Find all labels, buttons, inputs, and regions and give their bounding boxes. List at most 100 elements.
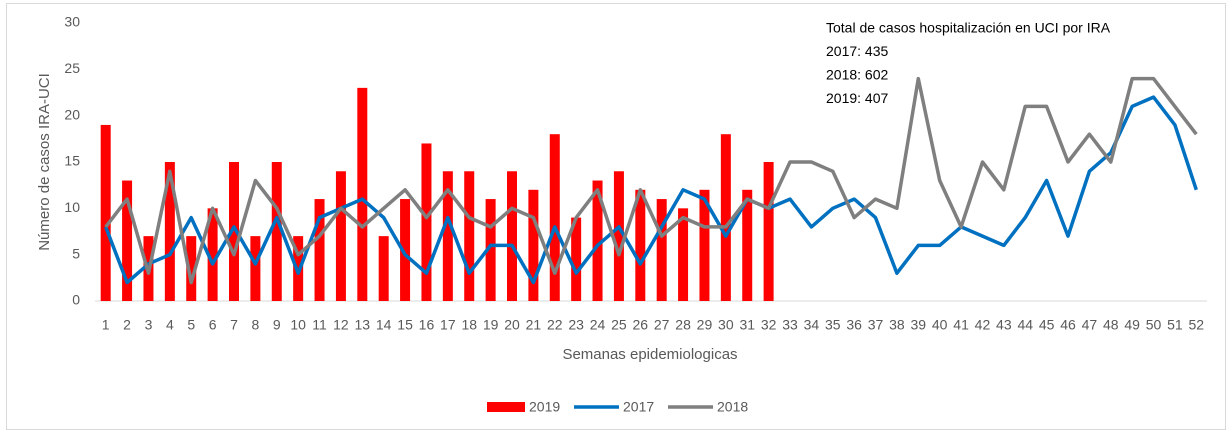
bar (549, 134, 560, 301)
y-tick-label: 15 (64, 153, 80, 169)
x-tick-label: 10 (290, 317, 306, 333)
x-tick-label: 2 (123, 317, 131, 333)
x-tick-label: 9 (273, 317, 281, 333)
bar (763, 162, 774, 301)
x-tick-label: 43 (996, 317, 1012, 333)
x-tick-label: 4 (166, 317, 174, 333)
x-tick-label: 3 (145, 317, 153, 333)
bar (207, 208, 218, 301)
x-tick-label: 42 (975, 317, 991, 333)
bar (100, 124, 111, 301)
bar (656, 199, 667, 301)
annotation: 2018: 602 (826, 67, 888, 83)
x-axis-title: Semanas epidemiologicas (562, 346, 737, 363)
x-tick-label: 19 (483, 317, 499, 333)
x-tick-label: 52 (1189, 317, 1205, 333)
bar (314, 199, 325, 301)
x-tick-label: 22 (547, 317, 563, 333)
x-tick-label: 17 (440, 317, 456, 333)
x-tick-label: 6 (209, 317, 217, 333)
x-tick-label: 41 (953, 317, 969, 333)
x-tick-label: 8 (251, 317, 259, 333)
bar (635, 189, 646, 301)
x-tick-label: 39 (911, 317, 927, 333)
bar (164, 162, 175, 301)
bar (720, 134, 731, 301)
bar (528, 189, 539, 301)
bar (485, 199, 496, 301)
x-tick-label: 16 (419, 317, 435, 333)
line-series (104, 76, 1198, 285)
y-tick-label: 10 (64, 199, 80, 215)
x-tick-label: 40 (932, 317, 948, 333)
legend-label: 2019 (529, 399, 560, 415)
x-tick-label: 24 (590, 317, 606, 333)
bar (335, 171, 346, 301)
x-tick-label: 28 (675, 317, 691, 333)
bar (229, 162, 239, 301)
x-tick-label: 1 (102, 317, 110, 333)
bar (613, 171, 624, 301)
legend-label: 2018 (717, 399, 748, 415)
annotation: 2019: 407 (826, 90, 888, 106)
x-tick-label: 29 (697, 317, 713, 333)
bar (421, 143, 432, 301)
y-axis-title: Número de casos IRA-UCI (36, 73, 53, 251)
x-tick-label: 45 (1039, 317, 1055, 333)
x-tick-label: 46 (1060, 317, 1076, 333)
bar (250, 236, 261, 301)
x-tick-label: 30 (718, 317, 734, 333)
x-tick-label: 20 (504, 317, 520, 333)
bar (464, 171, 475, 301)
y-tick-label: 5 (72, 245, 80, 261)
bar (122, 180, 133, 301)
bar (271, 162, 282, 301)
x-tick-label: 11 (312, 317, 327, 333)
x-tick-label: 51 (1167, 317, 1183, 333)
x-tick-label: 49 (1124, 317, 1140, 333)
bar (742, 189, 753, 301)
x-tick-label: 34 (804, 317, 820, 333)
bar (357, 87, 368, 301)
bar (442, 171, 453, 301)
x-tick-label: 15 (397, 317, 413, 333)
x-tick-label: 50 (1146, 317, 1162, 333)
y-tick-label: 30 (64, 14, 80, 30)
x-tick-label: 37 (868, 317, 884, 333)
x-tick-label: 12 (333, 317, 349, 333)
x-tick-label: 18 (461, 317, 477, 333)
annotation: 2017: 435 (826, 43, 888, 59)
bar (186, 236, 197, 301)
bar (571, 217, 582, 301)
annotation: Total de casos hospitalización en UCI po… (826, 20, 1111, 36)
x-tick-label: 7 (230, 317, 238, 333)
line-series (104, 95, 1198, 285)
x-tick-label: 21 (526, 317, 542, 333)
x-tick-label: 27 (654, 317, 670, 333)
legend-swatch (487, 402, 525, 412)
bar (699, 189, 710, 301)
x-tick-label: 47 (1082, 317, 1098, 333)
y-tick-label: 0 (72, 292, 80, 308)
x-tick-label: 33 (782, 317, 798, 333)
x-tick-label: 44 (1017, 317, 1033, 333)
x-tick-label: 31 (739, 317, 755, 333)
bar (507, 171, 517, 301)
bar (592, 180, 603, 301)
x-tick-label: 5 (187, 317, 195, 333)
x-tick-label: 48 (1103, 317, 1119, 333)
x-tick-label: 23 (568, 317, 584, 333)
x-tick-label: 14 (376, 317, 392, 333)
x-tick-label: 26 (633, 317, 649, 333)
x-tick-label: 36 (846, 317, 862, 333)
legend-label: 2017 (623, 399, 654, 415)
bar (678, 208, 689, 301)
bar (378, 236, 389, 301)
x-tick-label: 35 (825, 317, 841, 333)
x-tick-label: 25 (611, 317, 627, 333)
y-tick-label: 25 (64, 60, 80, 76)
bar (400, 199, 411, 301)
x-tick-label: 32 (761, 317, 777, 333)
x-tick-label: 38 (889, 317, 905, 333)
